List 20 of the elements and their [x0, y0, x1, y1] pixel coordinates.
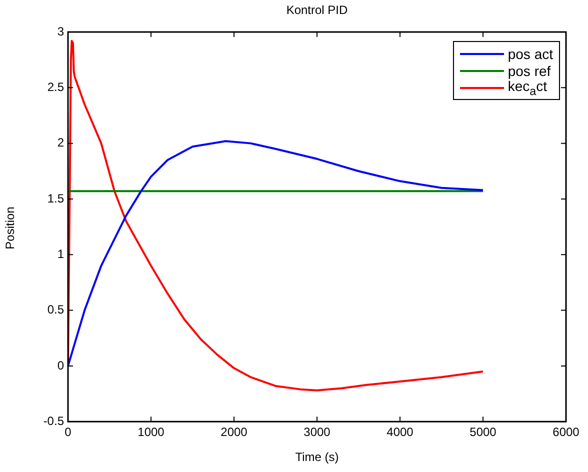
y-tick-label: 1: [57, 246, 64, 261]
legend-label: kec$_{a}$ct: [508, 78, 548, 98]
y-tick-label: 0.5: [47, 302, 64, 317]
legend-label: pos act: [508, 46, 553, 62]
y-tick-label: 2.5: [47, 80, 64, 94]
x-tick-label: 3000: [304, 425, 331, 440]
y-axis-title: Position: [3, 206, 17, 250]
y-tick-label: 2: [57, 136, 64, 150]
x-tick-label: 1000: [138, 425, 165, 440]
x-tick-label: 2000: [220, 425, 248, 440]
y-tick-label: -0.5: [43, 414, 64, 428]
x-tick-label: 4000: [386, 425, 414, 440]
y-tick-label: 3: [57, 24, 64, 38]
x-tick-label: 6000: [552, 425, 580, 440]
y-tick-label: 0: [57, 358, 64, 372]
x-tick-label: 5000: [470, 425, 497, 440]
y-tick-label: 1.5: [47, 191, 64, 206]
x-axis-title: Time (s): [294, 450, 340, 464]
legend-label: pos ref: [508, 62, 551, 78]
chart-title: Kontrol PID: [285, 3, 349, 17]
